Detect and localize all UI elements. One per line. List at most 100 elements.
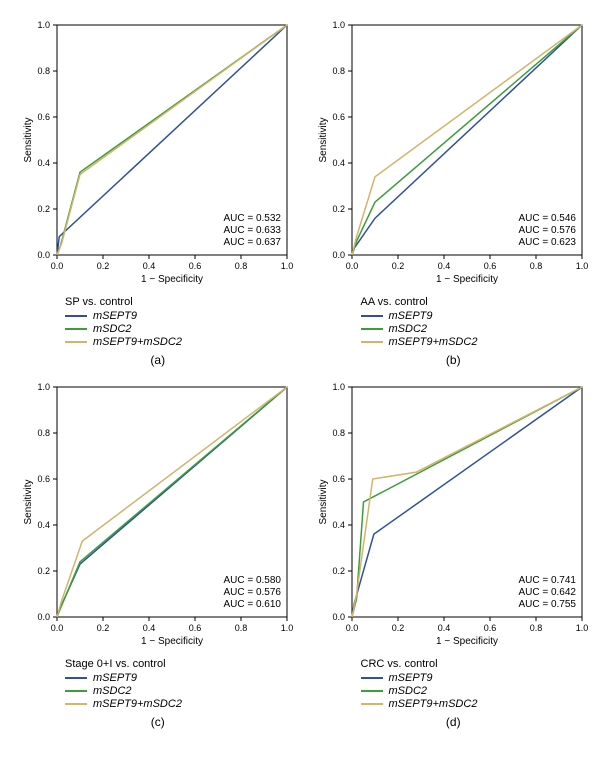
legend: SP vs. control mSEPT9mSDC2mSEPT9+mSDC2	[65, 296, 182, 349]
x-tick-label: 0.8	[234, 623, 247, 633]
roc-chart: 0.00.20.40.60.81.00.00.20.40.60.81.01 − …	[314, 15, 592, 285]
x-axis-label: 1 − Specificity	[436, 274, 498, 285]
x-tick-label: 0.2	[392, 261, 405, 271]
legend-row: mSDC2	[361, 685, 478, 697]
panel-label: (c)	[151, 715, 165, 729]
x-tick-label: 1.0	[576, 261, 589, 271]
auc-text: AUC = 0.546	[519, 213, 577, 224]
legend-row: mSEPT9+mSDC2	[65, 698, 182, 710]
legend-swatch	[65, 703, 87, 705]
y-tick-label: 1.0	[37, 382, 50, 392]
legend-title: CRC vs. control	[361, 658, 478, 670]
legend-swatch	[361, 703, 383, 705]
y-axis-label: Sensitivity	[23, 117, 34, 162]
legend-row: mSEPT9	[361, 672, 478, 684]
y-tick-label: 0.2	[37, 204, 50, 214]
x-tick-label: 0.6	[188, 623, 201, 633]
roc-chart: 0.00.20.40.60.81.00.00.20.40.60.81.01 − …	[314, 377, 592, 647]
legend-label: mSEPT9+mSDC2	[93, 336, 182, 348]
legend-swatch	[361, 341, 383, 343]
y-tick-label: 0.4	[37, 520, 50, 530]
legend-label: mSEPT9+mSDC2	[93, 698, 182, 710]
x-tick-label: 0.8	[530, 261, 543, 271]
legend-row: mSEPT9	[65, 672, 182, 684]
y-tick-label: 0.6	[333, 474, 346, 484]
auc-text: AUC = 0.580	[223, 575, 281, 586]
x-tick-label: 0.2	[96, 261, 109, 271]
auc-text: AUC = 0.576	[519, 225, 577, 236]
x-tick-label: 0.4	[142, 623, 155, 633]
legend-row: mSDC2	[65, 323, 182, 335]
legend-title: Stage 0+I vs. control	[65, 658, 182, 670]
legend-swatch	[361, 315, 383, 317]
x-tick-label: 0.6	[484, 261, 497, 271]
legend-label: mSEPT9	[93, 672, 137, 684]
legend-row: mSEPT9+mSDC2	[65, 336, 182, 348]
y-tick-label: 0.4	[333, 520, 346, 530]
x-tick-label: 0.4	[142, 261, 155, 271]
legend-label: mSEPT9+mSDC2	[389, 698, 478, 710]
y-tick-label: 0.4	[37, 158, 50, 168]
auc-text: AUC = 0.741	[519, 575, 577, 586]
y-tick-label: 1.0	[37, 20, 50, 30]
legend-swatch	[65, 341, 87, 343]
legend-row: mSEPT9+mSDC2	[361, 336, 478, 348]
y-tick-label: 0.0	[37, 250, 50, 260]
figure-grid: 0.0 0.2 0.4 0.6 0.8 1.0 0.0 0.2 0.4 0.6 0.8 1.0 1 − …	[10, 10, 601, 734]
x-tick-label: 0.6	[188, 261, 201, 271]
x-tick-label: 0.2	[96, 623, 109, 633]
y-tick-label: 0.0	[333, 612, 346, 622]
legend-swatch	[361, 690, 383, 692]
auc-text: AUC = 0.637	[223, 237, 281, 248]
x-tick-label: 0.8	[530, 623, 543, 633]
y-tick-label: 0.8	[37, 428, 50, 438]
legend-title: SP vs. control	[65, 296, 182, 308]
y-axis-label: Sensitivity	[23, 479, 34, 524]
auc-text: AUC = 0.576	[223, 587, 281, 598]
legend-label: mSEPT9	[389, 672, 433, 684]
x-tick-label: 0.0	[346, 261, 359, 271]
panel-c: 0.00.20.40.60.81.00.00.20.40.60.81.01 − …	[10, 372, 306, 734]
panel-label: (a)	[150, 353, 165, 367]
legend-label: mSDC2	[93, 685, 132, 697]
y-tick-label: 0.0	[333, 250, 346, 260]
legend-swatch	[65, 315, 87, 317]
y-axis-label: Sensitivity	[318, 479, 329, 524]
y-tick-label: 0.8	[37, 66, 50, 76]
legend-row: mSEPT9+mSDC2	[361, 698, 478, 710]
legend-row: mSEPT9	[65, 310, 182, 322]
y-tick-label: 0.0	[37, 612, 50, 622]
legend: AA vs. controlmSEPT9mSDC2mSEPT9+mSDC2	[361, 296, 478, 349]
legend-swatch	[65, 328, 87, 330]
y-tick-label: 0.8	[333, 66, 346, 76]
legend-row: mSDC2	[65, 685, 182, 697]
x-tick-label: 0.0	[346, 623, 359, 633]
legend-label: mSEPT9	[93, 310, 137, 322]
legend-swatch	[65, 677, 87, 679]
legend-label: mSEPT9+mSDC2	[389, 336, 478, 348]
x-tick-label: 0.2	[392, 623, 405, 633]
y-tick-label: 0.6	[333, 112, 346, 122]
y-tick-label: 0.2	[333, 566, 346, 576]
y-tick-label: 0.8	[333, 428, 346, 438]
legend-swatch	[361, 328, 383, 330]
legend-row: mSEPT9	[361, 310, 478, 322]
auc-text: AUC = 0.755	[519, 599, 577, 610]
legend-label: mSDC2	[389, 685, 428, 697]
x-tick-label: 0.0	[50, 623, 63, 633]
panel-label: (d)	[446, 715, 461, 729]
x-tick-label: 0.0	[50, 261, 63, 271]
legend: Stage 0+I vs. control mSEPT9mSDC2mSEPT9+m…	[65, 658, 182, 711]
panel-a: 0.00.20.40.60.81.00.00.20.40.60.81.01 − …	[10, 10, 306, 372]
y-tick-label: 0.2	[333, 204, 346, 214]
y-tick-label: 1.0	[333, 382, 346, 392]
y-tick-label: 0.2	[37, 566, 50, 576]
auc-text: AUC = 0.642	[519, 587, 577, 598]
x-axis-label: 1 − Specificity	[436, 636, 498, 647]
x-tick-label: 0.4	[438, 623, 451, 633]
auc-text: AUC = 0.633	[223, 225, 281, 236]
y-tick-label: 0.6	[37, 474, 50, 484]
panel-d: 0.00.20.40.60.81.00.00.20.40.60.81.01 − …	[306, 372, 602, 734]
x-tick-label: 1.0	[576, 623, 589, 633]
legend-row: mSDC2	[361, 323, 478, 335]
